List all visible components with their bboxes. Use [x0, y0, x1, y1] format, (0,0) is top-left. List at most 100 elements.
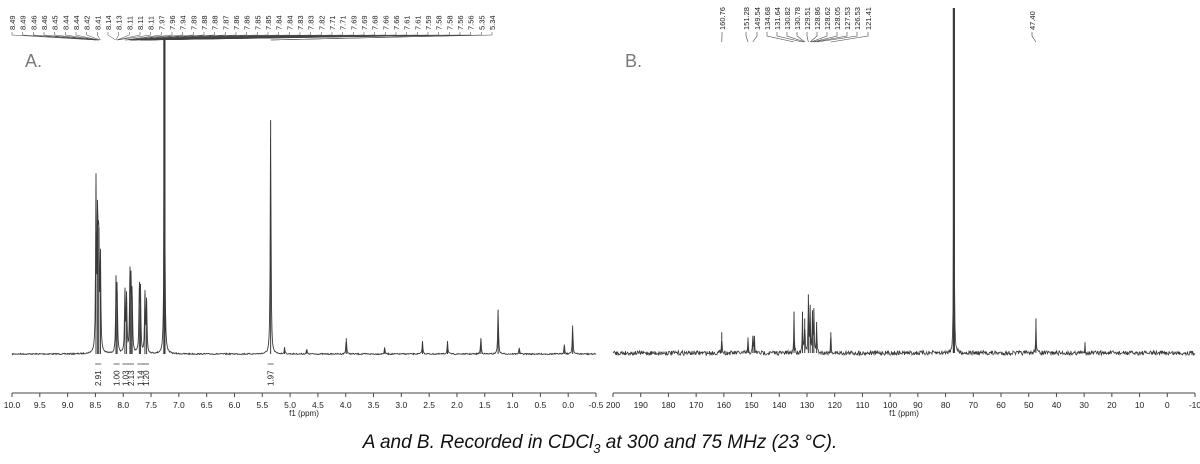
peak-pick-label: 134.68 — [763, 7, 772, 30]
peak-pick-label: 8.49 — [8, 15, 17, 30]
x-tick-label: 10.0 — [4, 400, 21, 410]
peak-pick-label: 131.64 — [773, 7, 782, 30]
peak-pick-leader — [43, 32, 98, 41]
peak-pick-label: 7.94 — [179, 15, 188, 30]
x-tick-label: 1.5 — [479, 400, 491, 410]
peak-pick-label: 7.56 — [456, 15, 465, 30]
peak-pick-label: 7.83 — [307, 15, 316, 30]
peak-pick-leader — [65, 32, 99, 41]
peak-pick-label: 149.54 — [753, 7, 762, 30]
peak-pick-leader — [33, 32, 98, 41]
x-tick-label: 140 — [772, 400, 786, 410]
peak-pick-leader — [809, 32, 818, 43]
x-tick-label: 0.5 — [534, 400, 546, 410]
peak-pick-leader — [124, 32, 162, 41]
x-tick-label: 60 — [996, 400, 1006, 410]
peak-pick-label: 7.97 — [157, 15, 166, 30]
integral-label: 1.00 — [113, 370, 122, 386]
peak-pick-label: 8.45 — [51, 15, 60, 30]
peak-pick-label: 8.49 — [19, 15, 28, 30]
peak-pick-label: 7.83 — [296, 15, 305, 30]
x-tick-label: 4.5 — [312, 400, 324, 410]
peak-pick-label: 7.56 — [467, 15, 476, 30]
peak-pick-leader — [752, 32, 758, 43]
peak-pick-leader — [830, 32, 869, 43]
peak-pick-label: 7.66 — [381, 15, 390, 30]
x-tick-label: 120 — [828, 400, 842, 410]
integral-label: 1.20 — [142, 370, 151, 386]
x-tick-label: 2.5 — [423, 400, 435, 410]
x-tick-label: 4.0 — [340, 400, 352, 410]
peak-pick-leader — [54, 32, 99, 41]
peak-pick-label: 7.84 — [275, 15, 284, 30]
peak-pick-leader — [796, 32, 806, 43]
peak-pick-label: 7.86 — [243, 15, 252, 30]
peak-pick-leader — [115, 32, 119, 41]
x-tick-label: -10 — [1189, 400, 1200, 410]
peak-pick-label: 7.88 — [211, 15, 220, 30]
peak-pick-label: 7.71 — [328, 15, 337, 30]
peak-pick-leader — [125, 32, 173, 41]
peak-pick-label: 8.46 — [29, 15, 38, 30]
x-tick-label: 160 — [717, 400, 731, 410]
x-tick-label: 30 — [1079, 400, 1089, 410]
x-tick-label: 100 — [883, 400, 897, 410]
peak-pick-label: 8.11 — [147, 16, 156, 30]
peak-pick-label: 130.82 — [783, 7, 792, 30]
x-tick-label: 150 — [744, 400, 758, 410]
spectrum-panel-b: B.200 190 180 170 160 150 140 130 120 110 100 90 80 7… — [606, 7, 1200, 418]
peak-pick-leader — [816, 32, 858, 43]
peak-pick-label: 7.68 — [371, 15, 380, 30]
peak-pick-label: 7.84 — [285, 15, 294, 30]
peak-pick-leader — [126, 32, 183, 41]
peak-pick-leader — [117, 32, 130, 41]
x-tick-label: 130 — [800, 400, 814, 410]
peak-pick-leader — [745, 32, 749, 43]
peak-pick-label: 121.41 — [864, 7, 873, 30]
peak-pick-leader — [776, 32, 803, 43]
x-tick-label: 190 — [634, 400, 648, 410]
x-tick-label: 0 — [1165, 400, 1170, 410]
x-tick-label: 10 — [1135, 400, 1145, 410]
peak-pick-leader — [810, 32, 828, 43]
spectrum-panel-a: A. 10.0 9.5 9.0 8.5 8.0 7.5 7.0 6.5 6.0 5.5 5.0 4.5 4… — [4, 15, 604, 418]
peak-pick-label: 8.46 — [40, 15, 49, 30]
peak-pick-label: 8.13 — [115, 15, 124, 30]
x-tick-label: 7.0 — [173, 400, 185, 410]
peak-pick-label: 126.53 — [853, 7, 862, 30]
peak-pick-label: 160.76 — [718, 7, 727, 30]
peak-pick-label: 8.44 — [61, 15, 70, 30]
x-tick-label: 8.5 — [90, 400, 102, 410]
peak-pick-leader — [129, 32, 194, 41]
x-tick-label: 40 — [1052, 400, 1062, 410]
peak-pick-leader — [107, 32, 116, 41]
x-tick-label: 20 — [1107, 400, 1117, 410]
spectrum-trace — [612, 44, 1196, 357]
peak-pick-label: 5.35 — [477, 15, 486, 30]
x-tick-label: 9.0 — [62, 400, 74, 410]
peak-pick-label: 8.44 — [72, 15, 81, 30]
peak-pick-leader — [22, 32, 97, 41]
figure-caption: A and B. Recorded in CDCl3 at 300 and 75… — [0, 432, 1200, 456]
x-tick-label: 5.0 — [284, 400, 296, 410]
x-tick-label: 3.0 — [395, 400, 407, 410]
x-axis-label: f1 (ppm) — [889, 409, 919, 418]
x-tick-label: 90 — [913, 400, 923, 410]
peak-pick-label: 8.41 — [93, 15, 102, 30]
peak-pick-label: 7.86 — [232, 15, 241, 30]
integral-label: 1.97 — [267, 370, 276, 386]
peak-pick-leader — [271, 32, 493, 41]
peak-pick-leader — [813, 32, 848, 43]
peak-pick-label: 5.34 — [488, 15, 497, 30]
peak-pick-label: 7.61 — [413, 15, 422, 30]
x-tick-label: 110 — [856, 400, 870, 410]
peak-pick-leader — [75, 32, 99, 41]
x-tick-label: 6.0 — [229, 400, 241, 410]
x-tick-label: 9.5 — [34, 400, 46, 410]
peak-pick-label: 130.78 — [793, 7, 802, 30]
integral-label: 2.13 — [127, 370, 136, 386]
peak-pick-label: 7.87 — [221, 15, 230, 30]
x-tick-label: 50 — [1024, 400, 1034, 410]
peak-pick-label: 7.58 — [445, 15, 454, 30]
